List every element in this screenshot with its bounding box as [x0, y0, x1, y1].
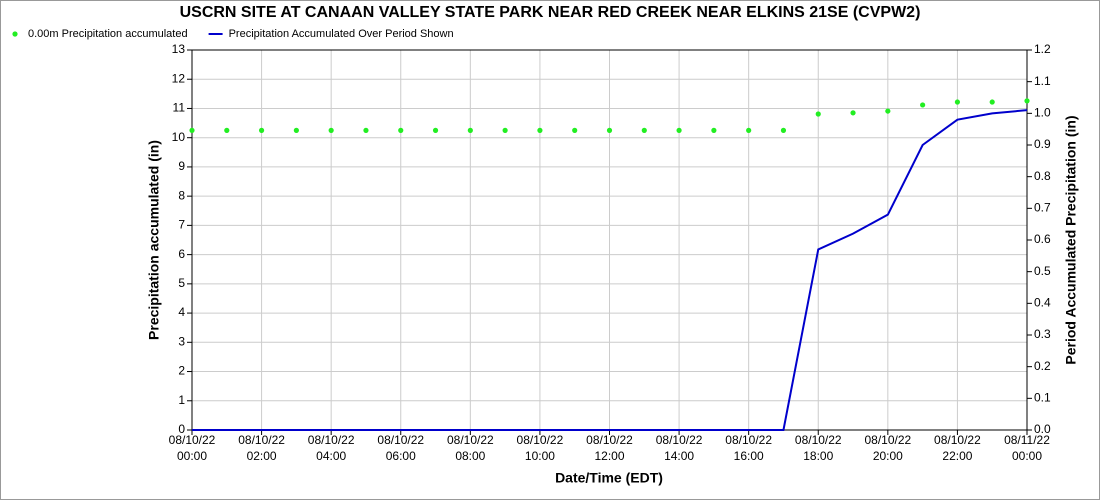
y2-tick-label: 0.9	[1034, 137, 1051, 151]
data-point	[885, 108, 890, 113]
data-point	[1024, 98, 1029, 103]
data-point	[224, 128, 229, 133]
y2-tick-label: 0.2	[1034, 359, 1051, 373]
x-tick-label: 08/10/22 16:00	[709, 432, 789, 464]
x-tick-label: 08/10/22 18:00	[778, 432, 858, 464]
x-tick-label: 08/10/22 20:00	[848, 432, 928, 464]
data-point	[572, 128, 577, 133]
legend-marker	[12, 31, 17, 36]
y-tick-label: 11	[173, 101, 186, 115]
data-point	[990, 99, 995, 104]
x-tick-label: 08/10/22 14:00	[639, 432, 719, 464]
data-point	[676, 128, 681, 133]
y2-tick-label: 1.0	[1034, 106, 1051, 120]
y2-tick-label: 0.5	[1034, 264, 1051, 278]
legend-label: 0.00m Precipitation accumulated	[28, 28, 188, 40]
data-point	[955, 99, 960, 104]
y-tick-label: 6	[178, 247, 185, 261]
y-tick-label: 2	[178, 364, 185, 378]
data-point	[259, 128, 264, 133]
y2-axis-title: Period Accumulated Precipitation (in)	[1063, 115, 1079, 364]
y2-tick-label: 1.2	[1034, 42, 1051, 56]
chart: USCRN SITE AT CANAAN VALLEY STATE PARK N…	[0, 0, 1100, 500]
x-tick-label: 08/10/22 04:00	[291, 432, 371, 464]
data-point	[398, 128, 403, 133]
y2-tick-label: 0.1	[1034, 391, 1051, 405]
data-point	[329, 128, 334, 133]
data-point	[433, 128, 438, 133]
y2-tick-label: 0.6	[1034, 232, 1051, 246]
y-tick-label: 9	[178, 159, 185, 173]
y2-tick-label: 0.3	[1034, 327, 1051, 341]
data-point	[711, 128, 716, 133]
page: USCRN SITE AT CANAAN VALLEY STATE PARK N…	[0, 0, 1100, 500]
data-point	[189, 128, 194, 133]
y-tick-label: 4	[178, 305, 185, 319]
y2-tick-label: 0.4	[1034, 296, 1051, 310]
x-axis-title: Date/Time (EDT)	[555, 470, 663, 486]
data-point	[816, 111, 821, 116]
y-tick-label: 12	[172, 71, 186, 85]
x-tick-label: 08/10/22 06:00	[361, 432, 441, 464]
data-point	[607, 128, 612, 133]
data-point	[781, 128, 786, 133]
legend-label: Precipitation Accumulated Over Period Sh…	[229, 28, 454, 40]
chart-title: USCRN SITE AT CANAAN VALLEY STATE PARK N…	[180, 4, 921, 21]
data-point	[468, 128, 473, 133]
x-tick-label: 08/10/22 10:00	[500, 432, 580, 464]
y-tick-label: 3	[178, 334, 185, 348]
data-point	[537, 128, 542, 133]
y-tick-label: 1	[178, 393, 185, 407]
x-tick-label: 08/10/22 12:00	[570, 432, 650, 464]
y2-tick-label: 0.7	[1034, 201, 1051, 215]
x-tick-label: 08/11/22 00:00	[987, 432, 1067, 464]
frame	[1, 1, 1100, 500]
data-point	[294, 128, 299, 133]
data-point	[503, 128, 508, 133]
y2-tick-label: 0.8	[1034, 169, 1051, 183]
data-point	[642, 128, 647, 133]
y-tick-label: 5	[178, 276, 185, 290]
x-tick-label: 08/10/22 00:00	[152, 432, 232, 464]
y-tick-label: 8	[178, 188, 185, 202]
y-tick-label: 13	[172, 42, 186, 56]
x-tick-label: 08/10/22 08:00	[430, 432, 510, 464]
x-tick-label: 08/10/22 22:00	[917, 432, 997, 464]
y-tick-label: 10	[172, 130, 186, 144]
data-point	[363, 128, 368, 133]
y-tick-label: 7	[178, 218, 185, 232]
data-point	[746, 128, 751, 133]
data-point	[920, 102, 925, 107]
x-tick-label: 08/10/22 02:00	[222, 432, 302, 464]
y2-tick-label: 1.1	[1034, 74, 1051, 88]
data-point	[850, 110, 855, 115]
y-axis-title: Precipitation accumulated (in)	[146, 140, 162, 340]
